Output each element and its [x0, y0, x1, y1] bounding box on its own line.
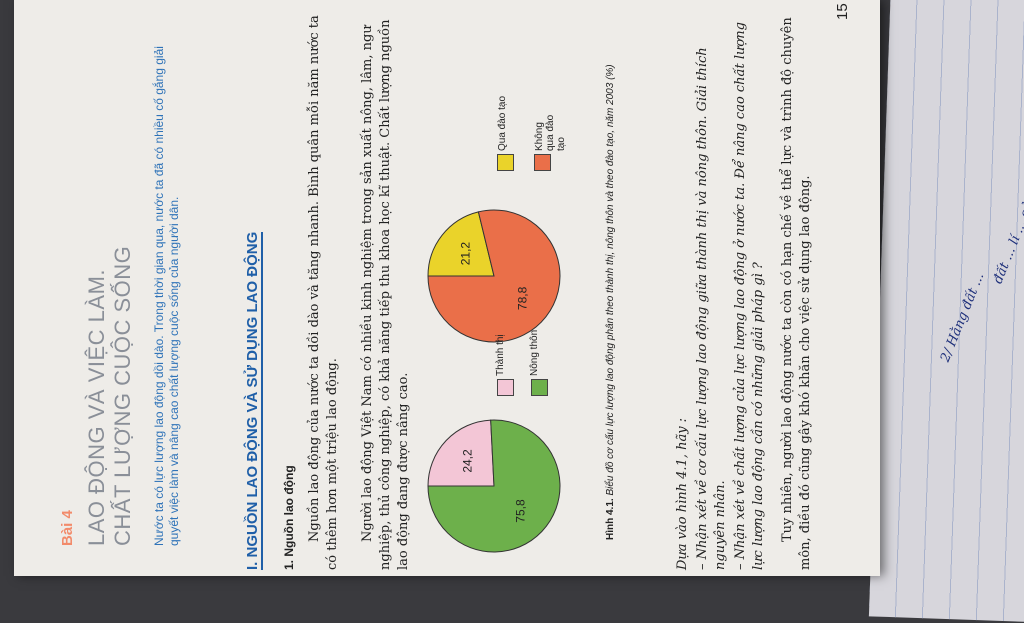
legend-label-rural: Nông thôn [529, 329, 540, 376]
legend-label-untrained: Không qua đào tạo [534, 114, 567, 151]
pie-data-label-1-1: 78,8 [516, 286, 530, 310]
pie-data-label-0-1: 75,8 [513, 499, 527, 523]
figure-caption-label: Hình 4.1. [605, 498, 616, 540]
figure-caption: Hình 4.1. Biểu đồ cơ cấu lực lượng lao đ… [604, 20, 617, 540]
handwritten-note: đất ... lí ... của [990, 192, 1024, 286]
legend-label-trained: Qua đào tạo [497, 95, 508, 151]
lesson-number: Bài 4 [59, 510, 76, 546]
subsection-heading: 1. Nguồn lao động [282, 465, 296, 570]
legend-swatch-rural [531, 379, 548, 396]
lesson-title-line: LAO ĐỘNG VÀ VIỆC LÀM. [84, 268, 109, 546]
paragraph: Tuy nhiên, người lao động nước ta còn có… [780, 17, 813, 570]
page-content: 15 Bài 4 LAO ĐỘNG VÀ VIỆC LÀM. CHẤT LƯỢN… [14, 0, 880, 576]
pie-slice-1-1 [427, 209, 561, 343]
paragraph: Người lao động Việt Nam có nhiều kinh ng… [360, 19, 411, 570]
legend-swatch-urban [497, 379, 514, 396]
question-item: – Nhận xét về cơ cấu lực lượng lao động … [695, 47, 728, 570]
question-item: – Nhận xét về chất lượng của lực lượng l… [733, 22, 766, 570]
pie-slice-1-0 [427, 211, 495, 277]
page-number: 15 [834, 3, 851, 20]
section-heading: I. NGUỒN LAO ĐỘNG VÀ SỬ DỤNG LAO ĐỘNG [244, 231, 263, 570]
pie-data-label-0-0: 24,2 [461, 449, 475, 473]
pie-chart-urban-rural: 24,2 75,8 [427, 419, 561, 553]
lesson-title-line: CHẤT LƯỢNG CUỘC SỐNG [110, 245, 135, 546]
legend-swatch-untrained [534, 154, 551, 171]
paragraph: Nguồn lao động của nước ta dồi dào và tă… [307, 15, 340, 570]
legend-swatch-trained [497, 154, 514, 171]
pie-chart-training: 21,2 78,8 [427, 209, 561, 343]
pie-data-label-1-0: 21,2 [458, 242, 472, 266]
pie-slice-0-1 [427, 419, 561, 553]
lesson-title: LAO ĐỘNG VÀ VIỆC LÀM. CHẤT LƯỢNG CUỘC SỐ… [84, 246, 136, 546]
textbook-page: 15 Bài 4 LAO ĐỘNG VÀ VIỆC LÀM. CHẤT LƯỢN… [14, 0, 880, 576]
lesson-intro: Nước ta có lực lượng lao động dồi dào. T… [152, 46, 181, 546]
figure-caption-text: Biểu đồ cơ cấu lực lượng lao động phân t… [605, 64, 616, 496]
legend-label-urban: Thành thị [495, 334, 506, 376]
handwritten-note: 2/ Hằng đất ... [937, 270, 988, 365]
pie-slice-0-0 [427, 419, 495, 487]
questions-intro: Dựa vào hình 4.1, hãy : [675, 417, 690, 570]
notebook-background: 2/ Hằng đất ... đất ... lí ... của [868, 0, 1024, 623]
